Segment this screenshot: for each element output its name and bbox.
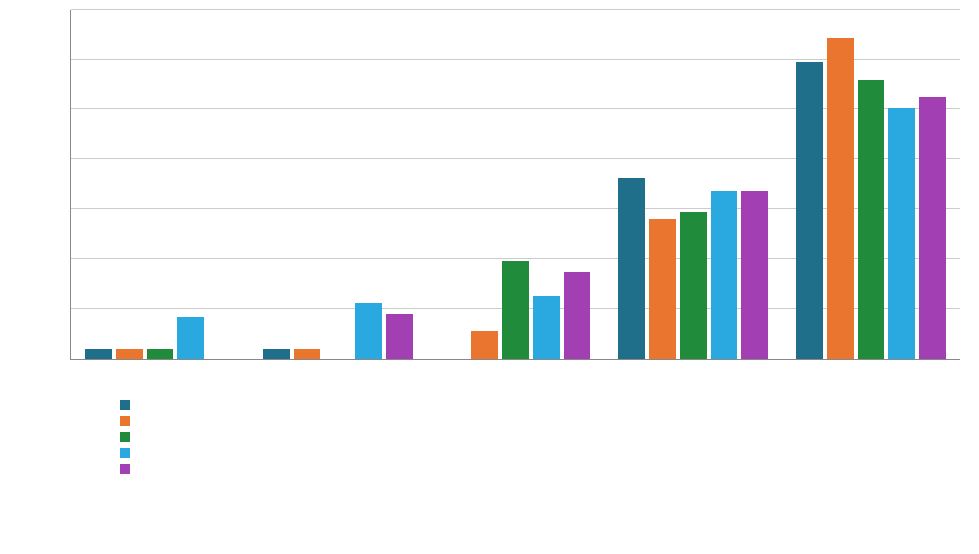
bar [177,317,204,359]
legend-swatch [120,432,130,442]
legend-item [120,416,138,426]
bar [858,80,885,359]
bar [294,349,321,359]
bar-groups [71,10,960,359]
bar [386,314,413,359]
legend-swatch [120,416,130,426]
legend-swatch [120,448,130,458]
bar [116,349,143,359]
bar [355,303,382,359]
bar [564,272,591,359]
legend-swatch [120,400,130,410]
bar [263,349,290,359]
bar-group [249,10,427,359]
bar-group [71,10,249,359]
bar [827,38,854,359]
bar [919,97,946,359]
bar [649,219,676,359]
plot-area [70,10,960,360]
legend-item [120,464,138,474]
bar [796,62,823,359]
bar-group [427,10,605,359]
legend [120,400,138,480]
bar [888,108,915,359]
legend-swatch [120,464,130,474]
revenue-chart [0,0,979,554]
legend-item [120,432,138,442]
bar [471,331,498,359]
bar [502,261,529,359]
bar [533,296,560,359]
bar [85,349,112,359]
bar-group [604,10,782,359]
legend-item [120,448,138,458]
bar [147,349,174,359]
bar-group [782,10,960,359]
legend-item [120,400,138,410]
bar [618,178,645,359]
bar [711,191,738,359]
bar [741,191,768,359]
bar [680,212,707,359]
